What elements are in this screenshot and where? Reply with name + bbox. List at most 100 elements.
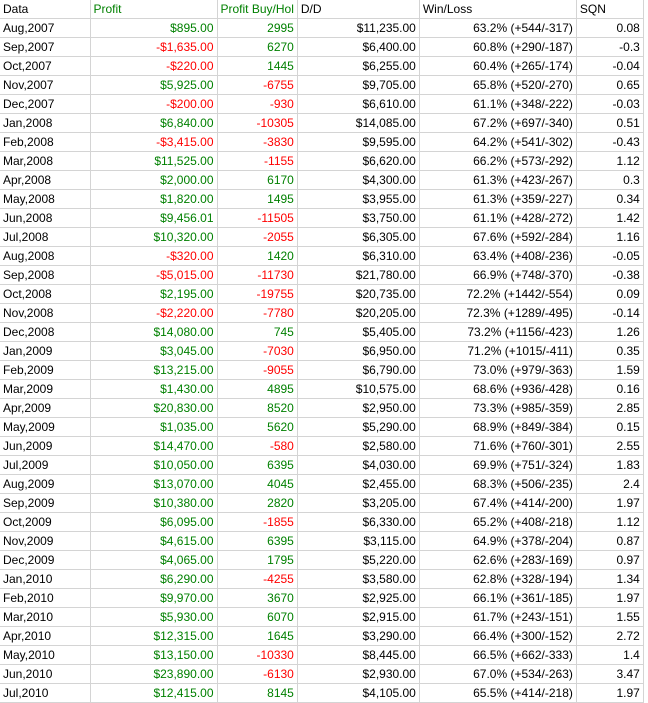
header-win-loss[interactable]: Win/Loss: [419, 0, 577, 19]
cell-profit[interactable]: $20,830.00: [90, 398, 218, 418]
cell-sqn[interactable]: 1.97: [576, 588, 644, 608]
cell-profit[interactable]: $5,925.00: [90, 75, 218, 95]
cell-win-loss[interactable]: 65.8% (+520/-270): [419, 75, 577, 95]
cell-win-loss[interactable]: 66.9% (+748/-370): [419, 265, 577, 285]
cell-profit[interactable]: $13,070.00: [90, 474, 218, 494]
cell-win-loss[interactable]: 71.2% (+1015/-411): [419, 341, 577, 361]
cell-sqn[interactable]: -0.3: [576, 37, 644, 57]
cell-drawdown[interactable]: $21,780.00: [297, 265, 420, 285]
cell-drawdown[interactable]: $6,400.00: [297, 37, 420, 57]
cell-drawdown[interactable]: $4,030.00: [297, 455, 420, 475]
cell-month[interactable]: Sep,2009: [0, 493, 91, 513]
cell-drawdown[interactable]: $6,255.00: [297, 56, 420, 76]
cell-drawdown[interactable]: $6,330.00: [297, 512, 420, 532]
cell-drawdown[interactable]: $6,950.00: [297, 341, 420, 361]
cell-win-loss[interactable]: 66.2% (+573/-292): [419, 151, 577, 171]
cell-drawdown[interactable]: $2,930.00: [297, 664, 420, 684]
cell-win-loss[interactable]: 73.3% (+985/-359): [419, 398, 577, 418]
cell-profit[interactable]: $10,320.00: [90, 227, 218, 247]
cell-win-loss[interactable]: 63.4% (+408/-236): [419, 246, 577, 266]
cell-sqn[interactable]: 2.4: [576, 474, 644, 494]
cell-month[interactable]: Jan,2010: [0, 569, 91, 589]
cell-profit-buy-hold[interactable]: 745: [217, 322, 298, 342]
cell-win-loss[interactable]: 68.3% (+506/-235): [419, 474, 577, 494]
cell-drawdown[interactable]: $2,925.00: [297, 588, 420, 608]
cell-profit[interactable]: $11,525.00: [90, 151, 218, 171]
cell-drawdown[interactable]: $8,445.00: [297, 645, 420, 665]
cell-win-loss[interactable]: 73.2% (+1156/-423): [419, 322, 577, 342]
cell-drawdown[interactable]: $14,085.00: [297, 113, 420, 133]
cell-sqn[interactable]: 2.85: [576, 398, 644, 418]
cell-win-loss[interactable]: 66.1% (+361/-185): [419, 588, 577, 608]
cell-month[interactable]: Apr,2009: [0, 398, 91, 418]
cell-sqn[interactable]: 0.08: [576, 18, 644, 38]
cell-month[interactable]: Apr,2008: [0, 170, 91, 190]
cell-profit-buy-hold[interactable]: 6395: [217, 531, 298, 551]
cell-sqn[interactable]: 1.4: [576, 645, 644, 665]
cell-profit-buy-hold[interactable]: -4255: [217, 569, 298, 589]
header-dd[interactable]: D/D: [297, 0, 420, 19]
cell-profit[interactable]: -$200.00: [90, 94, 218, 114]
cell-win-loss[interactable]: 73.0% (+979/-363): [419, 360, 577, 380]
cell-win-loss[interactable]: 61.3% (+423/-267): [419, 170, 577, 190]
cell-win-loss[interactable]: 63.2% (+544/-317): [419, 18, 577, 38]
cell-profit[interactable]: $1,820.00: [90, 189, 218, 209]
cell-drawdown[interactable]: $6,790.00: [297, 360, 420, 380]
cell-drawdown[interactable]: $5,220.00: [297, 550, 420, 570]
cell-profit[interactable]: $4,065.00: [90, 550, 218, 570]
cell-month[interactable]: Jan,2009: [0, 341, 91, 361]
cell-profit[interactable]: $23,890.00: [90, 664, 218, 684]
cell-drawdown[interactable]: $6,305.00: [297, 227, 420, 247]
cell-profit-buy-hold[interactable]: 8520: [217, 398, 298, 418]
cell-profit[interactable]: -$5,015.00: [90, 265, 218, 285]
cell-profit-buy-hold[interactable]: -10330: [217, 645, 298, 665]
cell-profit-buy-hold[interactable]: -10305: [217, 113, 298, 133]
cell-drawdown[interactable]: $9,595.00: [297, 132, 420, 152]
cell-win-loss[interactable]: 61.1% (+428/-272): [419, 208, 577, 228]
cell-profit[interactable]: $5,930.00: [90, 607, 218, 627]
cell-sqn[interactable]: 1.12: [576, 151, 644, 171]
cell-profit-buy-hold[interactable]: 8145: [217, 683, 298, 703]
header-profit-buy-hold[interactable]: Profit Buy/Hol: [217, 0, 298, 19]
cell-win-loss[interactable]: 60.8% (+290/-187): [419, 37, 577, 57]
cell-profit[interactable]: $4,615.00: [90, 531, 218, 551]
cell-sqn[interactable]: -0.14: [576, 303, 644, 323]
cell-profit-buy-hold[interactable]: -3830: [217, 132, 298, 152]
cell-sqn[interactable]: 1.42: [576, 208, 644, 228]
cell-sqn[interactable]: 1.97: [576, 683, 644, 703]
cell-sqn[interactable]: 0.09: [576, 284, 644, 304]
cell-month[interactable]: Feb,2009: [0, 360, 91, 380]
cell-win-loss[interactable]: 65.5% (+414/-218): [419, 683, 577, 703]
cell-sqn[interactable]: -0.04: [576, 56, 644, 76]
cell-month[interactable]: Aug,2007: [0, 18, 91, 38]
cell-profit-buy-hold[interactable]: 5620: [217, 417, 298, 437]
cell-profit[interactable]: $1,035.00: [90, 417, 218, 437]
cell-month[interactable]: Dec,2009: [0, 550, 91, 570]
cell-drawdown[interactable]: $20,735.00: [297, 284, 420, 304]
cell-profit[interactable]: $6,095.00: [90, 512, 218, 532]
cell-month[interactable]: Dec,2008: [0, 322, 91, 342]
cell-profit-buy-hold[interactable]: 1645: [217, 626, 298, 646]
cell-profit-buy-hold[interactable]: -7030: [217, 341, 298, 361]
cell-drawdown[interactable]: $3,115.00: [297, 531, 420, 551]
cell-profit[interactable]: $12,415.00: [90, 683, 218, 703]
cell-profit[interactable]: $13,215.00: [90, 360, 218, 380]
cell-win-loss[interactable]: 72.3% (+1289/-495): [419, 303, 577, 323]
cell-profit-buy-hold[interactable]: -6130: [217, 664, 298, 684]
cell-sqn[interactable]: -0.03: [576, 94, 644, 114]
cell-win-loss[interactable]: 61.7% (+243/-151): [419, 607, 577, 627]
cell-profit-buy-hold[interactable]: -1155: [217, 151, 298, 171]
cell-sqn[interactable]: 0.87: [576, 531, 644, 551]
cell-drawdown[interactable]: $11,235.00: [297, 18, 420, 38]
cell-month[interactable]: Sep,2007: [0, 37, 91, 57]
cell-sqn[interactable]: 1.34: [576, 569, 644, 589]
cell-profit-buy-hold[interactable]: 6270: [217, 37, 298, 57]
cell-month[interactable]: Nov,2007: [0, 75, 91, 95]
cell-month[interactable]: Jul,2010: [0, 683, 91, 703]
cell-sqn[interactable]: -0.05: [576, 246, 644, 266]
cell-win-loss[interactable]: 71.6% (+760/-301): [419, 436, 577, 456]
cell-win-loss[interactable]: 72.2% (+1442/-554): [419, 284, 577, 304]
cell-profit-buy-hold[interactable]: 3670: [217, 588, 298, 608]
cell-month[interactable]: May,2008: [0, 189, 91, 209]
cell-profit-buy-hold[interactable]: 4895: [217, 379, 298, 399]
